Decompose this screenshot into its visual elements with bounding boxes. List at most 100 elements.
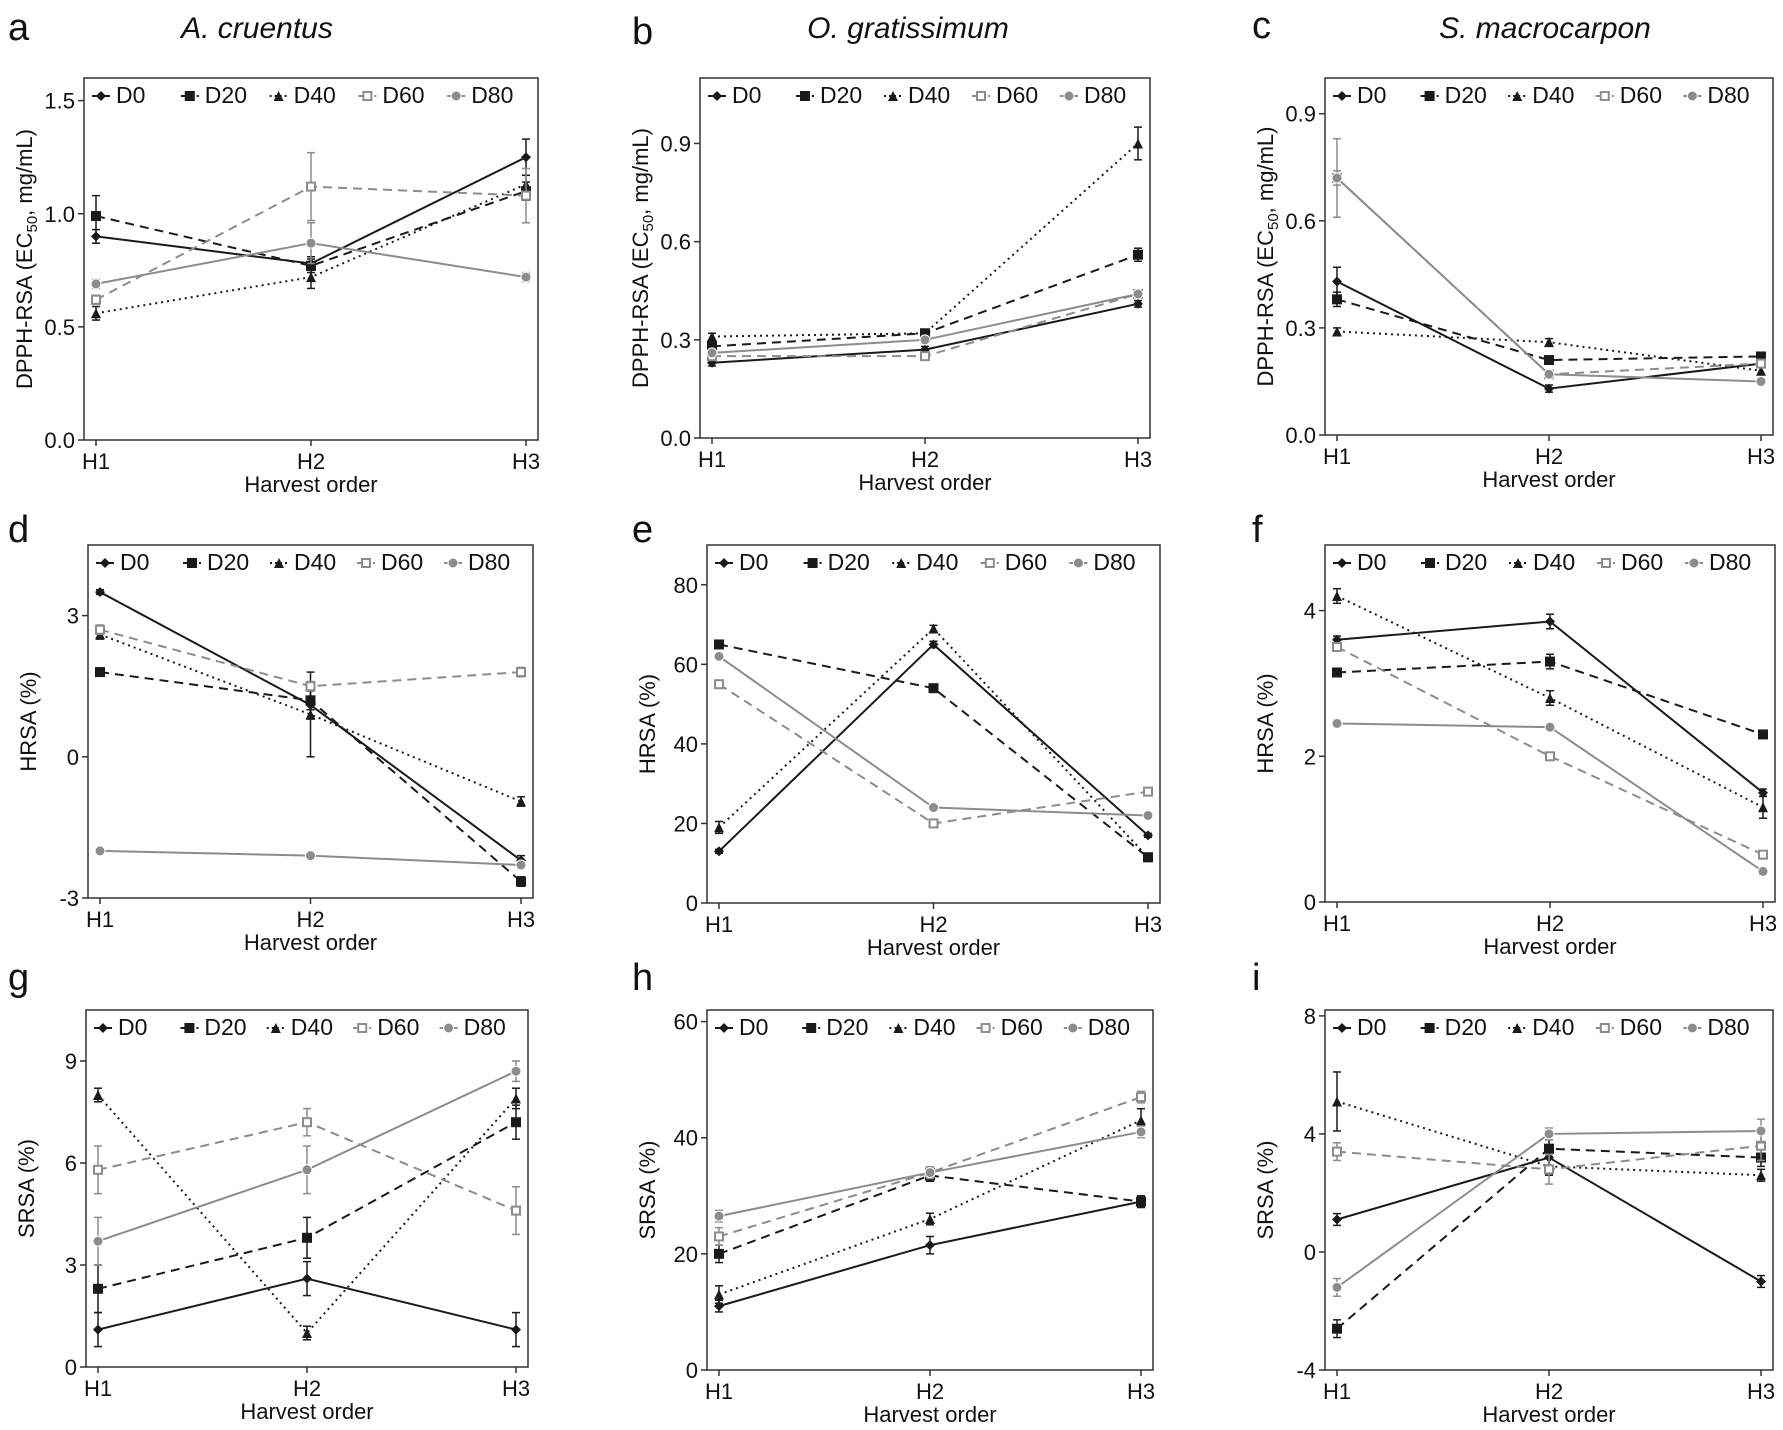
y-tick-label: 3 [65,1253,77,1278]
y-axis-label: SRSA (%) [635,1140,660,1239]
data-point-d80 [92,1235,104,1247]
data-point-d40 [93,1090,103,1100]
series-d20 [714,639,1153,863]
data-point-d80 [1755,375,1767,387]
panel-letter-e: e [632,509,653,551]
y-tick-label: 0 [67,745,79,770]
legend-label-d80: D80 [1088,1014,1130,1040]
data-point-d20 [93,1283,103,1294]
y-tick-label: 20 [674,811,698,836]
legend: D0 D20 D40 D60 D80 [1333,549,1751,575]
panel-d: d -3 0 3 H1 H2 H3 Harvest order HRSA (%) D0 D20 D40… [8,509,535,955]
panel-letter-h: h [632,957,653,999]
legend-marker-d20 [1424,91,1435,101]
x-tick-label: H1 [705,1379,733,1404]
legend: D0 D20 D40 D60 D80 [92,82,513,108]
y-tick-label: 0.0 [660,426,691,451]
x-tick-label: H1 [1323,911,1351,936]
legend: D0 D20 D40 D60 D80 [715,549,1136,575]
y-tick-label: 0 [65,1355,77,1380]
x-tick-label: H3 [1134,912,1162,937]
data-point-d60 [511,1205,521,1216]
legend-label-d40: D40 [1532,1014,1574,1040]
x-tick-label: H3 [507,907,535,932]
data-point-d60 [920,351,930,362]
y-tick-label: -4 [1296,1358,1316,1383]
series-d60 [714,679,1153,829]
x-tick-label: H1 [84,1376,112,1401]
data-point-d20 [1544,355,1554,366]
panel-letter-g: g [8,957,29,999]
data-point-d0 [1544,383,1554,394]
series-d40 [714,623,1153,863]
y-axis-label-main: DPPH-RSA (EC [12,232,37,389]
data-point-d60 [91,294,101,305]
legend-marker-d40 [1513,558,1523,568]
legend-label-d20: D20 [205,82,247,108]
y-axis-label-suffix: , mg/mL) [12,129,37,216]
legend-marker-d0 [719,1023,729,1033]
series-d80 [1331,170,1767,387]
legend-label-d60: D60 [382,82,424,108]
data-point-d80 [305,237,317,249]
data-point-d0 [93,1324,103,1335]
y-tick-label: 0 [1304,1240,1316,1265]
data-point-d20 [1544,1143,1554,1154]
data-point-d60 [1332,1146,1342,1157]
y-axis-label-suffix: , mg/mL) [628,128,653,215]
series-d80 [94,845,527,871]
legend-label-d40: D40 [908,82,950,108]
y-tick-label: 9 [65,1049,77,1074]
series-d80 [1331,718,1769,877]
data-point-d80 [1757,865,1769,877]
data-point-d40 [305,709,316,720]
x-tick-label: H2 [919,912,947,937]
panel-letter-b: b [632,11,653,53]
x-tick-label: H2 [1536,911,1564,936]
legend-marker-d0 [712,91,722,101]
y-tick-label: 0.0 [1285,423,1316,448]
data-point-d40 [1332,326,1342,337]
data-point-d20 [95,667,105,678]
legend-label-d40: D40 [294,82,336,108]
x-axis-label: Harvest order [244,472,377,497]
data-point-d80 [510,1065,522,1077]
legend-marker-d80 [1686,90,1698,102]
legend-label-d40: D40 [291,1014,333,1040]
plot-frame [1324,1009,1774,1371]
legend-marker-d40 [893,1023,904,1033]
legend-marker-d60 [1599,91,1610,101]
data-point-d0 [925,1240,935,1251]
legend-label-d80: D80 [1707,1014,1749,1040]
legend-marker-d40 [896,558,907,568]
legend-label-d60: D60 [1001,1014,1043,1040]
data-point-d40 [1545,693,1555,703]
series-line-d80 [1336,722,1764,873]
legend-marker-d60 [980,1023,991,1033]
legend-marker-d20 [806,1023,817,1033]
plot-frame [699,77,1151,439]
series-d40 [1332,326,1766,376]
panel-letter-a: a [8,7,30,49]
series-d60 [95,624,526,692]
y-axis-label: DPPH-RSA (EC50, mg/mL) [12,129,41,389]
series-line-d40 [95,183,527,315]
legend-marker-d20 [800,91,810,101]
panel-a: a 0.0 0.5 1.0 1.5 H1 H2 H3 Harvest order DPPH-RSA… [8,7,540,497]
y-tick-label: 60 [674,652,698,677]
data-point-d40 [925,1214,935,1225]
legend-marker-d40 [273,91,284,101]
legend-label-d0: D0 [1357,1014,1386,1040]
data-point-d40 [516,796,526,807]
series-d60 [1332,642,1768,860]
panel-letter-c: c [1252,5,1271,47]
series-d80 [706,288,1144,359]
data-point-d60 [714,679,724,690]
y-axis-label-subscript: 50 [24,216,41,233]
series-d60 [1332,1130,1766,1185]
data-point-d20 [1332,294,1342,305]
data-point-d60 [1136,1092,1146,1103]
data-point-d0 [928,639,939,650]
legend-marker-d0 [719,558,729,568]
